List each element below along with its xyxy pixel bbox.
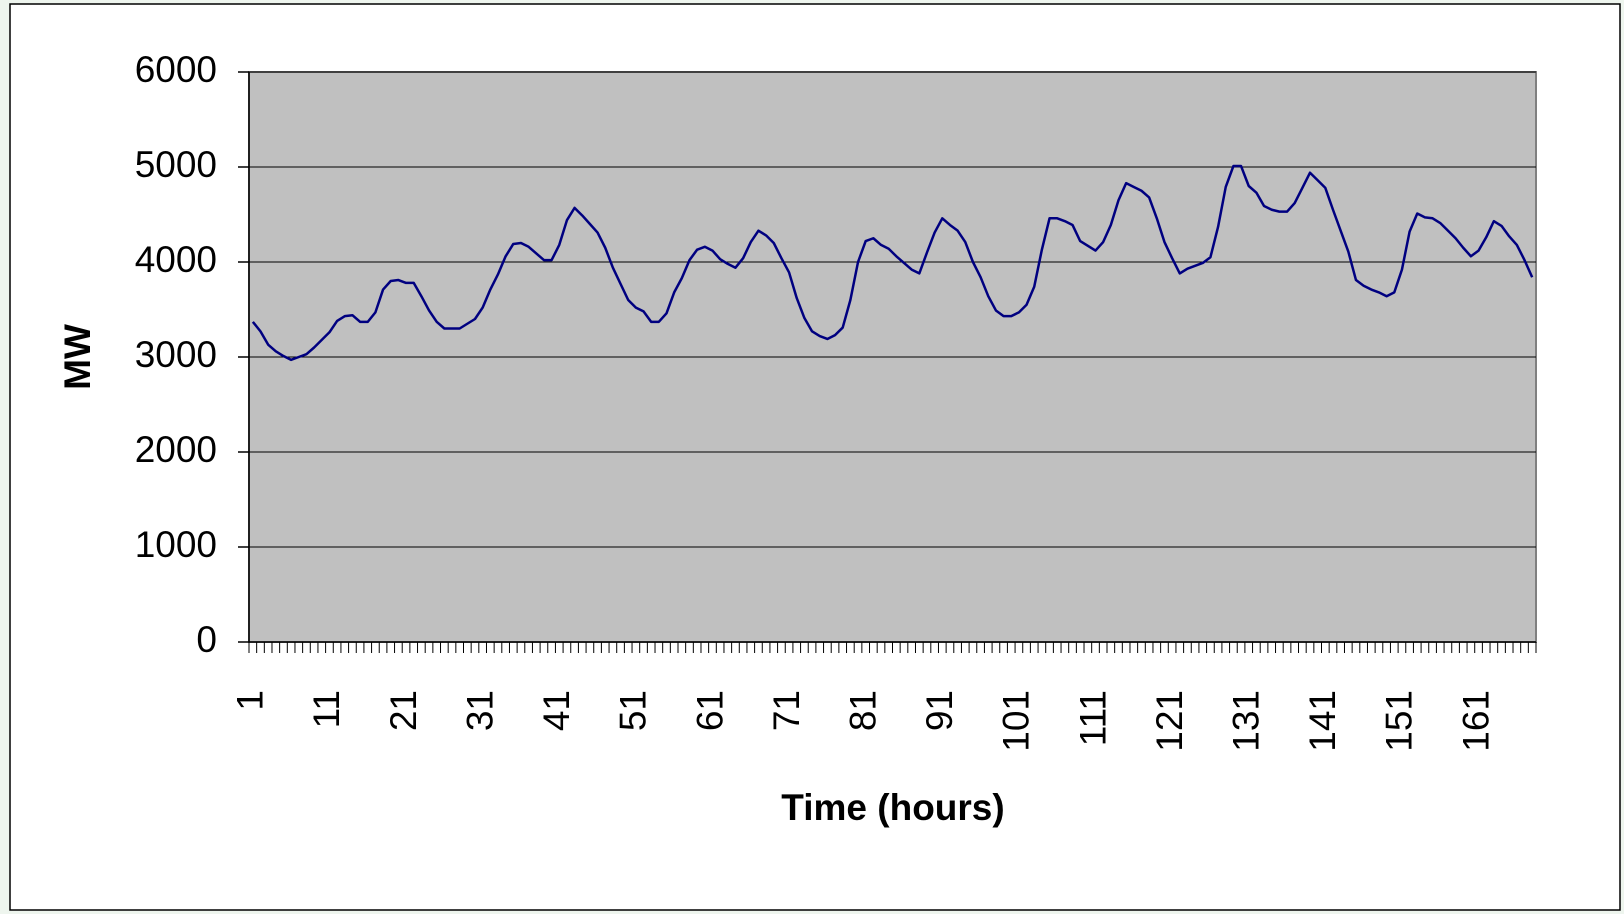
y-tick-label: 1000 <box>135 524 217 565</box>
x-tick-label: 11 <box>306 690 347 728</box>
y-axis-label: MW <box>57 324 98 390</box>
x-tick-label: 71 <box>766 690 807 731</box>
x-axis-label: Time (hours) <box>781 787 1004 828</box>
x-tick-label: 1 <box>230 690 271 711</box>
y-tick-label: 0 <box>196 619 217 660</box>
x-tick-label: 131 <box>1226 690 1267 752</box>
y-tick-label: 2000 <box>135 429 217 470</box>
x-tick-label: 61 <box>689 690 730 731</box>
x-tick-label: 101 <box>996 690 1037 752</box>
x-tick-label: 21 <box>383 690 424 731</box>
y-tick-label: 5000 <box>135 144 217 185</box>
y-tick-label: 3000 <box>135 334 217 375</box>
x-tick-label: 41 <box>536 690 577 731</box>
x-tick-label: 161 <box>1455 690 1496 752</box>
x-tick-label: 111 <box>1072 690 1113 746</box>
data-line <box>251 164 1534 362</box>
y-tick-label: 6000 <box>135 49 217 90</box>
x-tick-label: 121 <box>1149 690 1190 752</box>
x-tick-label: 51 <box>613 690 654 731</box>
x-tick-label: 91 <box>919 690 960 731</box>
x-tick-label: 141 <box>1302 690 1343 752</box>
x-tick-label: 31 <box>459 690 500 731</box>
x-tick-label: 151 <box>1379 690 1420 752</box>
y-tick-label: 4000 <box>135 239 217 280</box>
x-tick-label: 81 <box>842 690 883 731</box>
